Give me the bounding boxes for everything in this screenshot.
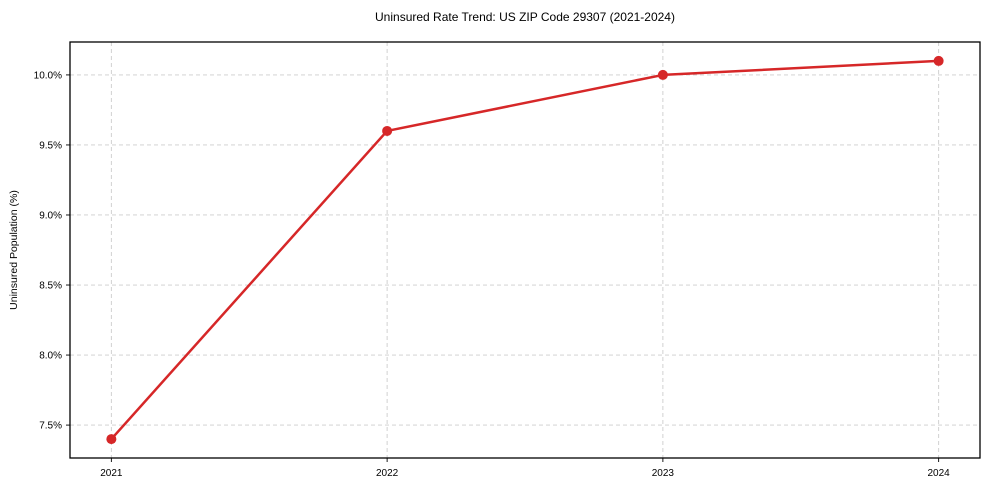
x-tick-label: 2023: [652, 468, 675, 479]
x-tick-label: 2021: [100, 468, 123, 479]
x-tick-label: 2024: [928, 468, 951, 479]
y-tick-label: 7.5%: [39, 421, 62, 432]
y-tick-label: 8.0%: [39, 351, 62, 362]
y-tick-label: 10.0%: [34, 70, 62, 81]
data-point: [106, 434, 117, 445]
y-tick-label: 9.5%: [39, 140, 62, 151]
trend-line: [110, 59, 940, 441]
y-tick-label: 9.0%: [39, 210, 62, 221]
y-tick-label: 8.5%: [39, 281, 62, 292]
x-tick-label: 2022: [376, 468, 399, 479]
chart-title: Uninsured Rate Trend: US ZIP Code 29307 …: [375, 10, 675, 24]
data-point: [933, 55, 944, 66]
data-point: [657, 69, 668, 80]
plot-border: [69, 41, 981, 459]
data-point: [382, 125, 393, 136]
